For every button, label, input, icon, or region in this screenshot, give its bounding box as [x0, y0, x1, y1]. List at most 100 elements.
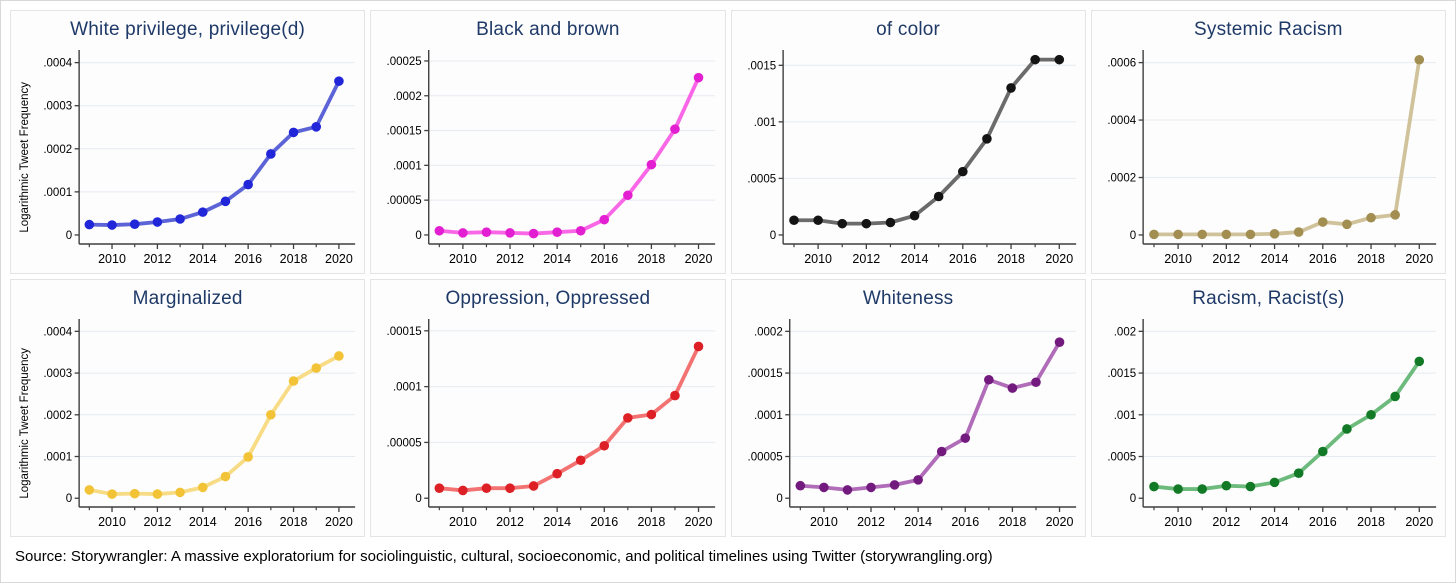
svg-text:.002: .002	[1113, 326, 1135, 338]
svg-text:2020: 2020	[325, 515, 353, 529]
svg-text:2010: 2010	[98, 515, 126, 529]
svg-text:2020: 2020	[1045, 515, 1073, 529]
svg-text:.0015: .0015	[1107, 368, 1136, 380]
svg-text:0: 0	[416, 493, 422, 505]
svg-text:2018: 2018	[1357, 252, 1385, 266]
svg-text:2016: 2016	[948, 252, 976, 266]
svg-text:2016: 2016	[234, 515, 262, 529]
svg-text:.0004: .0004	[1107, 115, 1136, 127]
line-chart-systemic-racism: 0 .0002 .0004 .0006 2010 2012 2014 2016 2018 2020	[1107, 50, 1436, 266]
line-chart-racism: 0 .0005 .001 .0015 .002 2010 2012 2014 2016 2018 2…	[1107, 319, 1436, 529]
chart-body: 0 .0005 .001 .0015 .002 2010 2012 2014 2016 2018 2…	[1097, 313, 1440, 534]
svg-text:0: 0	[416, 230, 422, 242]
chart-title: Racism, Racist(s)	[1192, 288, 1345, 309]
svg-text:0: 0	[769, 230, 775, 242]
line-chart-whiteness: 0 .00005 .0001 .00015 .0002 2010 2012 2014 2016 2…	[747, 319, 1076, 529]
svg-text:2016: 2016	[1309, 515, 1337, 529]
svg-text:2020: 2020	[685, 515, 713, 529]
chart-body: 0 .00005 .0001 .00015 2010 2012 2014 2016 2018 20…	[376, 313, 719, 534]
svg-text:.0001: .0001	[43, 452, 72, 464]
svg-text:2014: 2014	[543, 252, 571, 266]
chart-body: 0 .00005 .0001 .00015 .0002 .00025 2010 2012 201…	[376, 44, 719, 271]
svg-text:2020: 2020	[1045, 252, 1073, 266]
svg-text:2014: 2014	[900, 252, 928, 266]
svg-text:2010: 2010	[1164, 252, 1192, 266]
svg-text:2014: 2014	[1260, 515, 1288, 529]
svg-text:2014: 2014	[543, 515, 571, 529]
svg-text:2010: 2010	[809, 515, 837, 529]
svg-text:.0002: .0002	[1107, 173, 1136, 185]
svg-text:.00005: .00005	[387, 437, 422, 449]
chart-grid: White privilege, privilege(d) Logarithmi…	[10, 10, 1446, 537]
source-note: Source: Storywrangler: A massive explora…	[15, 548, 993, 565]
svg-text:2012: 2012	[1212, 515, 1240, 529]
chart-body: 0 .0002 .0004 .0006 2010 2012 2014 2016 2018 2020	[1097, 44, 1440, 271]
svg-text:.0015: .0015	[747, 60, 776, 72]
chart-panel-whiteness: Whiteness 0 .00005 .0001 .00015 .0002 2010 201…	[730, 279, 1086, 537]
svg-text:2018: 2018	[280, 515, 308, 529]
svg-text:2014: 2014	[189, 252, 217, 266]
svg-text:2010: 2010	[1164, 515, 1192, 529]
chart-panel-racism: Racism, Racist(s) 0 .0005 .001 .0015 .002 201…	[1090, 279, 1446, 537]
svg-text:0: 0	[1129, 230, 1135, 242]
line-chart-white-privilege: 0 .0001 .0002 .0003 .0004 2010 2012 2014 2016 201…	[43, 50, 356, 266]
y-axis-label: Logarithmic Tweet Frequency	[18, 82, 31, 233]
chart-title: Black and brown	[476, 19, 620, 40]
svg-text:0: 0	[776, 493, 782, 505]
chart-panel-black-and-brown: Black and brown 0 .00005 .0001 .00015 .0002.…	[370, 10, 726, 274]
chart-title: White privilege, privilege(d)	[70, 19, 306, 40]
y-axis-label: Logarithmic Tweet Frequency	[18, 348, 31, 499]
y-axis-label-wrap: Logarithmic Tweet Frequency	[16, 313, 33, 534]
chart-body: 0 .00005 .0001 .00015 .0002 2010 2012 2014 2016 2…	[737, 313, 1080, 534]
svg-text:2016: 2016	[951, 515, 979, 529]
svg-text:0: 0	[1129, 493, 1135, 505]
chart-panel-white-privilege: White privilege, privilege(d) Logarithmi…	[10, 10, 366, 274]
svg-text:2018: 2018	[1357, 515, 1385, 529]
svg-text:2016: 2016	[591, 515, 619, 529]
svg-text:.0005: .0005	[747, 173, 776, 185]
svg-text:.0005: .0005	[1107, 452, 1136, 464]
svg-text:2016: 2016	[234, 252, 262, 266]
svg-text:.0006: .0006	[1107, 58, 1136, 70]
svg-text:.001: .001	[753, 117, 775, 129]
line-chart-of-color: 0 .0005 .001 .0015 2010 2012 2014 2016 2018 2020	[747, 50, 1076, 266]
chart-title: Oppression, Oppressed	[445, 288, 651, 309]
svg-text:2012: 2012	[496, 515, 524, 529]
svg-text:.0004: .0004	[43, 326, 72, 338]
svg-text:.0003: .0003	[43, 101, 72, 113]
line-chart-black-and-brown: 0 .00005 .0001 .00015 .0002 .00025 2010 2012 201…	[387, 50, 716, 266]
svg-text:.0002: .0002	[43, 144, 72, 156]
chart-title: of color	[876, 19, 941, 40]
svg-text:.0001: .0001	[393, 160, 422, 172]
svg-text:2018: 2018	[997, 252, 1025, 266]
chart-body: Logarithmic Tweet Frequency 0 .0001 .0002.…	[16, 44, 359, 271]
svg-text:.00015: .00015	[747, 368, 782, 380]
svg-text:2010: 2010	[804, 252, 832, 266]
svg-text:.00005: .00005	[387, 195, 422, 207]
chart-panel-marginalized: Marginalized Logarithmic Tweet Frequency…	[10, 279, 366, 537]
chart-body: Logarithmic Tweet Frequency 0 .0001 .0002.…	[16, 313, 359, 534]
svg-text:2012: 2012	[1212, 252, 1240, 266]
svg-text:.0001: .0001	[753, 410, 782, 422]
svg-text:2010: 2010	[98, 252, 126, 266]
y-axis-label-wrap: Logarithmic Tweet Frequency	[16, 44, 33, 271]
svg-text:.00015: .00015	[387, 126, 422, 138]
svg-text:2018: 2018	[998, 515, 1026, 529]
svg-text:2012: 2012	[143, 252, 171, 266]
chart-panel-oppression: Oppression, Oppressed 0 .00005 .0001 .00015…	[370, 279, 726, 537]
chart-panel-systemic-racism: Systemic Racism 0 .0002 .0004 .0006 2010 2012…	[1090, 10, 1446, 274]
svg-text:2010: 2010	[449, 515, 477, 529]
svg-text:2018: 2018	[280, 252, 308, 266]
svg-text:.0002: .0002	[43, 410, 72, 422]
svg-text:2012: 2012	[496, 252, 524, 266]
svg-text:0: 0	[66, 230, 72, 242]
chart-title: Systemic Racism	[1194, 19, 1343, 40]
svg-text:2010: 2010	[449, 252, 477, 266]
svg-text:.0001: .0001	[393, 382, 422, 394]
svg-text:.00025: .00025	[387, 56, 422, 68]
svg-text:2018: 2018	[638, 252, 666, 266]
svg-text:.0004: .0004	[43, 58, 72, 70]
svg-text:2014: 2014	[1260, 252, 1288, 266]
svg-text:.0003: .0003	[43, 368, 72, 380]
